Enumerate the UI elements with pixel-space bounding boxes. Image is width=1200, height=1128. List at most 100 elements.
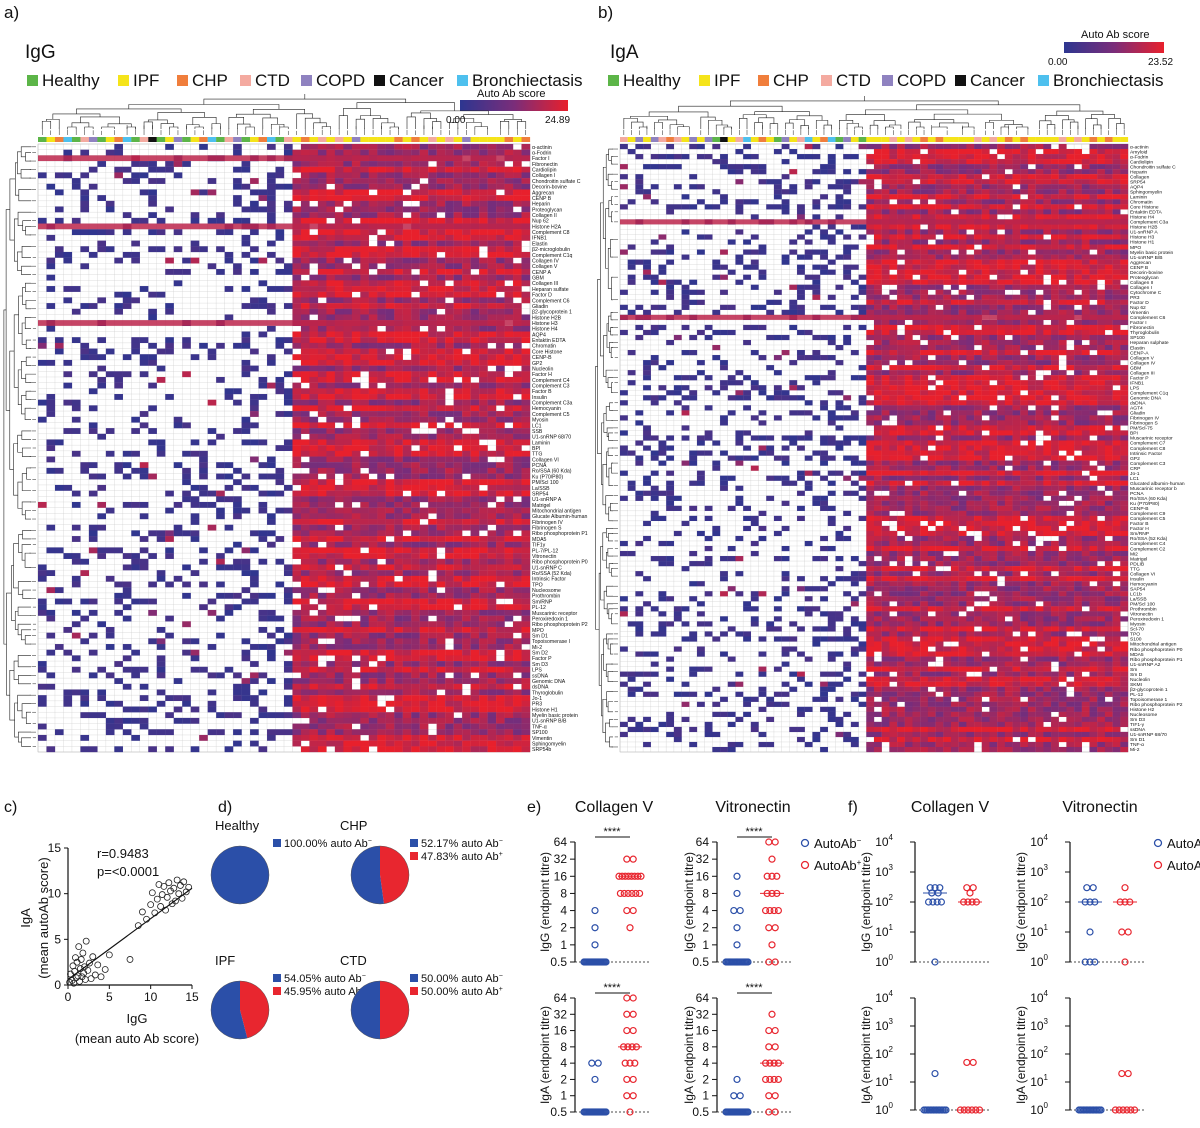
heatmap-cell: [334, 655, 344, 662]
heatmap-cell: [402, 365, 412, 372]
heatmap-cell: [351, 700, 361, 707]
heatmap-cell: [300, 706, 310, 713]
heatmap-cell: [445, 729, 454, 736]
strip-cell: [479, 137, 488, 142]
heatmap-cell: [334, 598, 344, 605]
heatmap-cell: [326, 445, 336, 451]
heatmap-cell: [496, 513, 505, 520]
heatmap-cell: [521, 331, 531, 338]
panel-a-letter: a): [4, 3, 19, 22]
heatmap-cell: [38, 695, 47, 702]
heatmap-cell: [343, 428, 353, 434]
row-dendro-branch: [17, 581, 31, 595]
heatmap-cell: [267, 308, 276, 315]
heatmap-cell: [343, 212, 353, 219]
heatmap-cell: [1097, 189, 1106, 195]
heatmap-cell: [411, 206, 420, 213]
heatmap-cell: [326, 462, 336, 469]
heatmap-cell: [216, 632, 225, 639]
heatmap-cell: [284, 394, 293, 400]
heatmap-cell: [1043, 164, 1052, 170]
heatmap-cell: [866, 144, 875, 150]
heatmap-cell: [156, 644, 166, 650]
heatmap-cell: [1089, 169, 1098, 175]
heatmap-cell: [428, 604, 437, 611]
heatmap-cell: [411, 297, 420, 304]
heatmap-cell: [1043, 169, 1052, 175]
heatmap-cell: [360, 536, 369, 542]
heatmap-cell: [402, 217, 412, 224]
heatmap-cell: [224, 604, 234, 611]
heatmap-cell: [258, 501, 268, 508]
heatmap-cell: [402, 564, 412, 571]
heatmap-cell: [927, 189, 936, 195]
heatmap-cell: [496, 507, 505, 514]
strip-cell: [1074, 137, 1082, 142]
dendro-branch: [41, 120, 52, 129]
heatmap-cell: [71, 399, 81, 406]
heatmap-cell: [843, 189, 852, 195]
heatmap-cell: [402, 541, 412, 548]
heatmap-cell: [496, 587, 505, 594]
heatmap-cell: [513, 342, 522, 349]
strip-cell: [820, 137, 828, 142]
heatmap-cell: [173, 706, 183, 713]
heatmap-cell: [267, 212, 276, 219]
heatmap-cell: [521, 433, 531, 440]
heatmap-cell: [436, 672, 446, 679]
heatmap-cell: [131, 240, 140, 247]
heatmap-cell: [368, 325, 378, 332]
heatmap-cell: [360, 712, 369, 719]
heatmap-cell: [521, 706, 531, 713]
heatmap-cell: [351, 519, 361, 525]
heatmap-cell: [258, 706, 268, 713]
heatmap-cell: [402, 467, 412, 474]
antigen-label: Chondroitin sulfate C: [532, 179, 581, 185]
strip-cell: [766, 137, 775, 142]
heatmap-cell: [300, 626, 310, 633]
heatmap-cell: [156, 246, 166, 253]
heatmap-cell: [419, 729, 429, 736]
heatmap-cell: [773, 189, 782, 195]
heatmap-cell: [343, 558, 353, 565]
heatmap-cell: [487, 405, 497, 412]
heatmap-cell: [309, 626, 319, 633]
heatmap-cell: [1035, 164, 1044, 170]
heatmap-cell: [309, 717, 319, 724]
heatmap-cell: [445, 695, 454, 702]
heatmap-cell: [241, 422, 251, 429]
heatmap-cell: [114, 166, 123, 173]
heatmap-cell: [428, 712, 437, 719]
heatmap-cell: [334, 263, 344, 270]
strip-cell: [735, 137, 744, 142]
legend-label-ctd: CTD: [255, 71, 290, 90]
heatmap-cell: [368, 729, 378, 736]
heatmap-cell: [360, 706, 369, 713]
heatmap-cell: [351, 314, 361, 321]
heatmap-cell: [411, 314, 420, 321]
heatmap-cell: [156, 217, 166, 224]
heatmap-cell: [935, 144, 944, 150]
heatmap-cell: [394, 501, 403, 508]
heatmap-cell: [402, 547, 412, 554]
heatmap-cell: [394, 734, 403, 741]
heatmap-cell: [368, 308, 378, 315]
heatmap-cell: [958, 179, 967, 185]
heatmap-cell: [326, 626, 336, 633]
heatmap-cell: [445, 558, 454, 565]
heatmap-cell: [385, 570, 395, 576]
heatmap-cell: [445, 229, 454, 236]
heatmap-cell: [904, 174, 913, 180]
heatmap-cell: [368, 416, 378, 423]
heatmap-cell: [462, 149, 471, 156]
heatmap-cell: [402, 570, 412, 576]
heatmap-cell: [300, 212, 310, 219]
heatmap-cell: [182, 717, 191, 724]
heatmap-cell: [436, 388, 446, 395]
heatmap-cell: [479, 183, 488, 190]
strip-cell: [513, 137, 522, 142]
heatmap-cell: [267, 592, 276, 599]
heatmap-cell: [1074, 169, 1082, 175]
heatmap-cell: [233, 217, 242, 224]
heatmap-cell: [513, 484, 522, 491]
